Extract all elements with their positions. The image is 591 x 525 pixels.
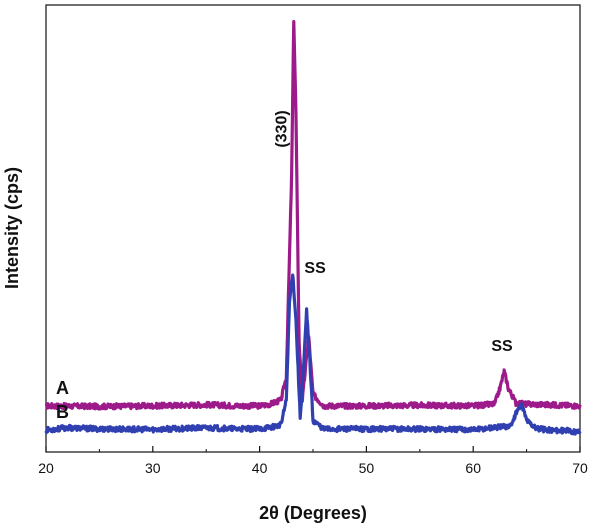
x-tick-label: 40 xyxy=(252,460,268,476)
x-tick-label: 50 xyxy=(359,460,375,476)
peak-annotation-3: SS xyxy=(491,338,513,355)
peak-annotation-2: SS xyxy=(304,260,326,277)
series-line-b xyxy=(44,273,582,436)
x-tick-label: 60 xyxy=(465,460,481,476)
series-layer: AB xyxy=(44,20,582,436)
series-label-a: A xyxy=(56,378,69,398)
annotation-layer: (330) SS SS xyxy=(273,110,513,355)
x-axis-label: 2θ (Degrees) xyxy=(259,503,367,523)
y-axis-label: Intensity (cps) xyxy=(2,167,22,289)
x-tick-label: 30 xyxy=(145,460,161,476)
series-label-b: B xyxy=(56,402,69,422)
x-tick-label: 70 xyxy=(572,460,588,476)
x-tick-label: 20 xyxy=(38,460,54,476)
peak-annotation-1: (330) xyxy=(273,110,290,147)
tick-layer: 20 30 40 50 60 70 xyxy=(38,446,588,476)
